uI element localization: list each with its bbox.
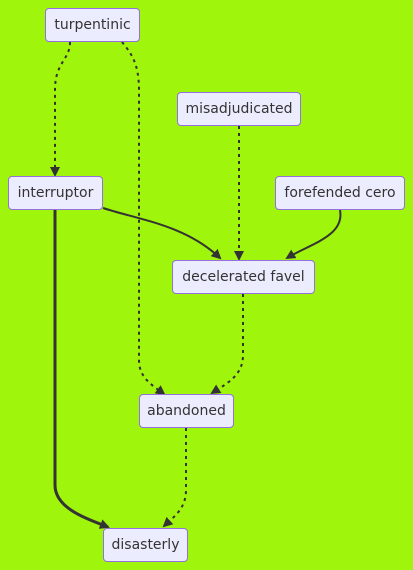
node-turpentinic-label: turpentinic <box>54 17 131 33</box>
node-misadjudicated-label: misadjudicated <box>185 101 293 117</box>
node-turpentinic[interactable]: turpentinic <box>45 8 140 42</box>
edge-interruptor-disasterly <box>53 210 110 529</box>
node-misadjudicated[interactable]: misadjudicated <box>177 92 301 126</box>
edge-abandoned-disasterly <box>162 428 187 528</box>
node-forefended-cero[interactable]: forefended cero <box>275 176 405 210</box>
node-disasterly[interactable]: disasterly <box>103 528 188 562</box>
node-forefended-cero-label: forefended cero <box>284 185 396 201</box>
edge-forefended-cero-decelerated-favel <box>285 209 342 260</box>
node-decelerated-favel-label: decelerated favel <box>182 269 305 285</box>
edge-decelerated-favel-abandoned <box>210 294 244 395</box>
node-interruptor-label: interruptor <box>17 185 94 201</box>
node-abandoned[interactable]: abandoned <box>139 394 234 428</box>
edge-turpentinic-interruptor <box>50 41 71 177</box>
edge-turpentinic-abandoned <box>121 41 166 396</box>
node-decelerated-favel[interactable]: decelerated favel <box>172 260 315 294</box>
node-disasterly-label: disasterly <box>111 537 180 553</box>
node-abandoned-label: abandoned <box>147 403 226 419</box>
node-interruptor[interactable]: interruptor <box>8 176 103 210</box>
edge-interruptor-decelerated-favel <box>102 207 222 260</box>
